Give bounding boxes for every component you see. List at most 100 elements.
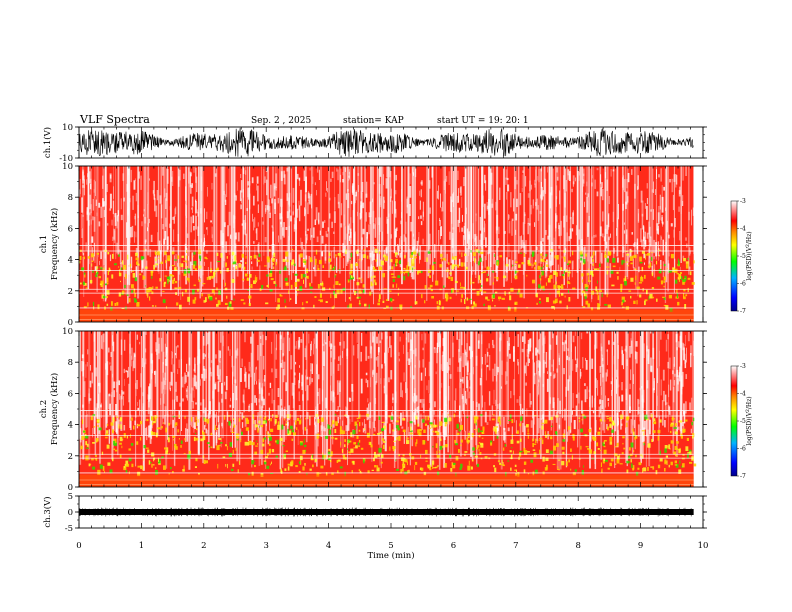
spectro-cell: [630, 369, 632, 381]
spectro-cell: [254, 372, 255, 385]
spectro-cell: [382, 300, 385, 303]
spectro-stripe: [334, 166, 335, 306]
spectro-cell: [484, 401, 486, 411]
spectro-cell: [647, 253, 651, 256]
spectro-cell: [366, 232, 368, 239]
spectro-cell: [480, 251, 484, 255]
spectro-cell: [407, 261, 409, 266]
spectro-cell: [96, 266, 98, 270]
spectro-cell: [263, 169, 265, 185]
spectro-cell: [530, 401, 532, 405]
spectro-cell: [198, 472, 200, 475]
spectro-stripe: [409, 331, 411, 466]
spectro-cell: [337, 416, 339, 424]
spectro-cell: [406, 440, 410, 444]
spectro-cell: [354, 421, 357, 426]
spectro-cell: [231, 355, 233, 368]
spectro-cell: [403, 273, 405, 275]
spectro-cell: [662, 369, 665, 381]
spectro-cell: [685, 263, 689, 269]
spectro-cell: [339, 429, 343, 435]
spectro-cell: [560, 267, 563, 271]
spectro-cell: [287, 433, 290, 436]
spectro-cell: [539, 438, 543, 440]
spectro-cell: [214, 424, 216, 430]
spectro-cell: [472, 252, 476, 257]
spectro-cell: [515, 270, 519, 273]
spectro-cell: [162, 290, 165, 292]
spectro-cell: [410, 430, 413, 432]
spectro-cell: [337, 201, 340, 209]
spectro-cell: [107, 270, 109, 276]
spectro-cell: [424, 285, 427, 289]
spectro-cell: [364, 419, 365, 431]
spectro-cell: [235, 266, 238, 270]
spectro-cell: [225, 376, 228, 391]
spectro-cell: [558, 293, 561, 297]
spectro-cell: [135, 252, 138, 257]
spectro-cell: [557, 166, 559, 181]
spectro-cell: [523, 469, 526, 474]
spectro-cell: [603, 449, 607, 455]
spectro-cell: [111, 274, 114, 279]
spectro-cell: [275, 186, 277, 191]
spectro-cell: [277, 388, 280, 397]
spectro-cell: [325, 472, 328, 476]
spectro-cell: [672, 267, 676, 273]
spectro-cell: [319, 293, 322, 298]
spectro-cell: [206, 227, 208, 230]
spectro-cell: [548, 275, 551, 280]
spectro-cell: [590, 307, 594, 311]
spectro-cell: [558, 353, 560, 356]
spectro-cell: [192, 400, 194, 409]
spectro-ylabel-freq: Frequency (kHz): [49, 373, 60, 445]
spectro-cell: [116, 222, 118, 229]
spectro-cell: [499, 464, 503, 466]
spectro-cell: [434, 419, 435, 425]
spectro-cell: [693, 463, 697, 467]
spectro-cell: [353, 442, 357, 445]
spectro-cell: [549, 254, 552, 267]
spectro-stripe: [163, 166, 166, 256]
spectro-cell: [402, 411, 405, 420]
spectro-cell: [144, 217, 147, 224]
spectro-cell: [113, 186, 114, 199]
spectro-cell: [426, 385, 428, 391]
spectro-cell: [484, 270, 486, 273]
spectro-cell: [359, 253, 361, 269]
spectro-cell: [228, 421, 231, 426]
spectro-stripe: [648, 166, 651, 264]
spectro-cell: [341, 448, 344, 453]
spectro-cell: [381, 421, 385, 423]
spectro-cell: [657, 429, 661, 434]
spectro-cell: [296, 427, 298, 430]
spectro-stripe: [387, 166, 390, 301]
spectro-cell: [179, 262, 181, 268]
spectro-cell: [461, 196, 463, 208]
spectro-cell: [536, 246, 538, 250]
spectro-stripe: [647, 331, 649, 448]
spectro-stripe: [417, 331, 420, 427]
spectro-cell: [674, 460, 677, 464]
spectro-cell: [545, 254, 548, 257]
spectro-cell: [379, 340, 382, 344]
spectro-cell: [228, 452, 232, 457]
spectro-cell: [314, 421, 317, 427]
spectro-cell: [486, 364, 489, 368]
spectro-cell: [300, 339, 303, 343]
spectro-cell: [150, 431, 153, 436]
spectro-cell: [409, 248, 411, 257]
spectro-cell: [206, 250, 208, 254]
spectro-cell: [325, 243, 327, 246]
spectro-cell: [199, 411, 201, 419]
spectro-cell: [545, 261, 547, 273]
spectro-cell: [273, 183, 276, 197]
spectro-stripe: [430, 331, 433, 436]
spectro-cell: [133, 180, 136, 190]
spectro-cell: [114, 303, 117, 306]
spectro-stripe: [276, 166, 278, 273]
spectro-cell: [109, 254, 112, 262]
spectro-cell: [646, 198, 648, 205]
spectro-cell: [131, 225, 134, 238]
spectro-cell: [165, 260, 167, 264]
